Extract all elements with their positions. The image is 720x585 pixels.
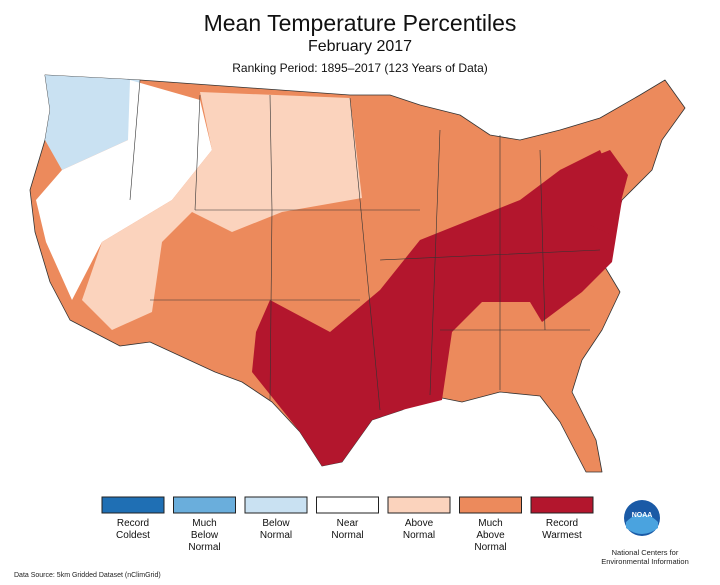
- credit: National Centers for Environmental Infor…: [601, 548, 689, 566]
- legend-label: Much Above Normal: [474, 518, 507, 553]
- subtitle: February 2017: [307, 38, 413, 55]
- region-above-normal: [82, 92, 362, 330]
- map: [29, 74, 686, 473]
- legend-label: Much Below Normal: [188, 518, 221, 553]
- region-near-normal: [36, 80, 212, 300]
- legend: [101, 496, 594, 514]
- legend-swatch: [459, 496, 522, 514]
- legend-swatch: [530, 496, 594, 514]
- ranking-period: Ranking Period: 1895–2017 (123 Years of …: [232, 61, 488, 75]
- title: Mean Temperature Percentiles: [203, 10, 517, 36]
- region-below-normal: [45, 75, 140, 170]
- region-record-warmest-northeast: [560, 150, 628, 235]
- legend-swatch: [173, 496, 236, 514]
- legend-label: Record Coldest: [116, 518, 150, 541]
- legend-label: Near Normal: [331, 518, 364, 541]
- region-record-warmest: [252, 150, 622, 466]
- legend-label: Above Normal: [402, 518, 436, 541]
- legend-swatch: [387, 496, 451, 514]
- legend-label: Record Warmest: [542, 518, 582, 541]
- noaa-logo-wave: [626, 514, 658, 534]
- legend-swatch: [316, 496, 379, 514]
- data-source: Data Source: 5km Gridded Dataset (nClimG…: [14, 572, 161, 579]
- logo-text: NOAA: [632, 512, 653, 519]
- legend-swatch: [101, 496, 165, 514]
- state-lines: [129, 79, 601, 411]
- legend-label: Below Normal: [259, 518, 293, 541]
- legend-swatch: [244, 496, 308, 514]
